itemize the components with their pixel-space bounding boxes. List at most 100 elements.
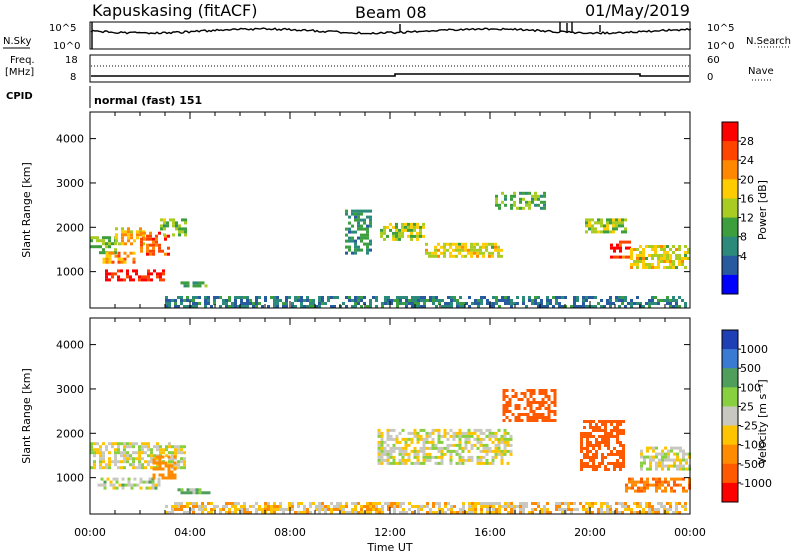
data-cell [561, 508, 564, 511]
data-cell [480, 511, 483, 514]
data-cell [297, 505, 300, 508]
data-cell [616, 435, 619, 438]
data-cell [506, 440, 510, 444]
data-cell [192, 284, 196, 288]
data-cell [117, 445, 120, 449]
data-cell [642, 257, 645, 260]
data-cell [455, 431, 459, 435]
data-cell [655, 483, 658, 487]
data-cell [580, 450, 583, 453]
data-cell [464, 434, 468, 438]
data-cell [534, 197, 537, 201]
data-cell [619, 240, 622, 244]
data-cell [378, 511, 381, 514]
data-cell [655, 486, 658, 490]
data-cell [684, 505, 687, 508]
data-cell [514, 416, 518, 419]
data-cell [600, 505, 603, 508]
data-cell [537, 305, 540, 308]
data-cell [510, 505, 513, 508]
data-cell [663, 505, 666, 508]
data-cell [255, 508, 258, 511]
data-cell [498, 511, 501, 514]
data-cell [372, 505, 375, 508]
data-cell [108, 239, 111, 243]
data-cell [452, 254, 455, 258]
data-cell [450, 305, 453, 308]
data-cell [613, 246, 616, 250]
data-cell [147, 278, 150, 282]
data-cell [225, 505, 228, 508]
colorbar-tick-label: 28 [740, 135, 754, 148]
data-cell [528, 206, 531, 210]
data-cell [534, 502, 537, 505]
data-cell [564, 502, 567, 505]
data-cell [177, 305, 180, 308]
data-cell [398, 461, 402, 465]
data-cell [582, 302, 585, 305]
data-cell [558, 302, 561, 305]
data-cell [543, 203, 546, 207]
data-cell [425, 248, 428, 252]
data-cell [657, 245, 660, 248]
data-cell [177, 466, 180, 470]
data-cell [386, 225, 389, 229]
data-cell [129, 463, 132, 467]
data-cell [664, 486, 667, 490]
data-cell [449, 434, 453, 438]
data-cell [360, 227, 363, 231]
data-cell [598, 435, 601, 438]
data-cell [594, 221, 597, 225]
data-cell [431, 437, 435, 441]
data-cell [685, 489, 688, 493]
data-cell [270, 296, 273, 299]
data-cell [207, 511, 210, 514]
data-cell [610, 420, 613, 423]
data-cell [437, 248, 440, 252]
data-cell [407, 458, 411, 462]
data-cell [610, 432, 613, 435]
cpid-label: CPID [6, 91, 33, 102]
data-cell [366, 508, 369, 511]
data-cell [592, 420, 595, 423]
data-cell [531, 302, 534, 305]
data-cell [198, 302, 201, 305]
data-cell [598, 441, 601, 444]
data-cell [491, 431, 495, 435]
data-cell [586, 432, 589, 435]
data-cell [567, 502, 570, 505]
data-cell [538, 407, 542, 410]
data-cell [470, 254, 473, 258]
data-cell [624, 508, 627, 511]
data-cell [147, 445, 150, 449]
data-cell [621, 230, 624, 234]
data-cell [657, 254, 660, 257]
data-cell [497, 251, 500, 255]
colorbar-tick-label: 1000 [740, 343, 768, 356]
data-cell [407, 222, 410, 226]
data-cell [522, 299, 525, 302]
data-cell [486, 299, 489, 302]
data-cell [658, 480, 661, 484]
data-cell [159, 445, 162, 449]
x-tick-label: 12:00 [374, 526, 406, 539]
data-cell [111, 272, 114, 276]
data-cell [440, 452, 444, 456]
data-cell [410, 461, 414, 465]
data-cell [186, 305, 189, 308]
data-cell [685, 467, 688, 471]
data-cell [141, 278, 144, 282]
data-cell [624, 218, 627, 222]
data-cell [470, 245, 473, 249]
data-cell [393, 511, 396, 514]
data-cell [645, 257, 648, 260]
data-cell [153, 445, 156, 449]
data-cell [573, 305, 576, 308]
data-cell [140, 231, 143, 235]
data-cell [649, 455, 652, 459]
data-cell [651, 257, 654, 260]
data-cell [180, 302, 183, 305]
data-cell [219, 305, 222, 308]
data-cell [503, 440, 507, 444]
